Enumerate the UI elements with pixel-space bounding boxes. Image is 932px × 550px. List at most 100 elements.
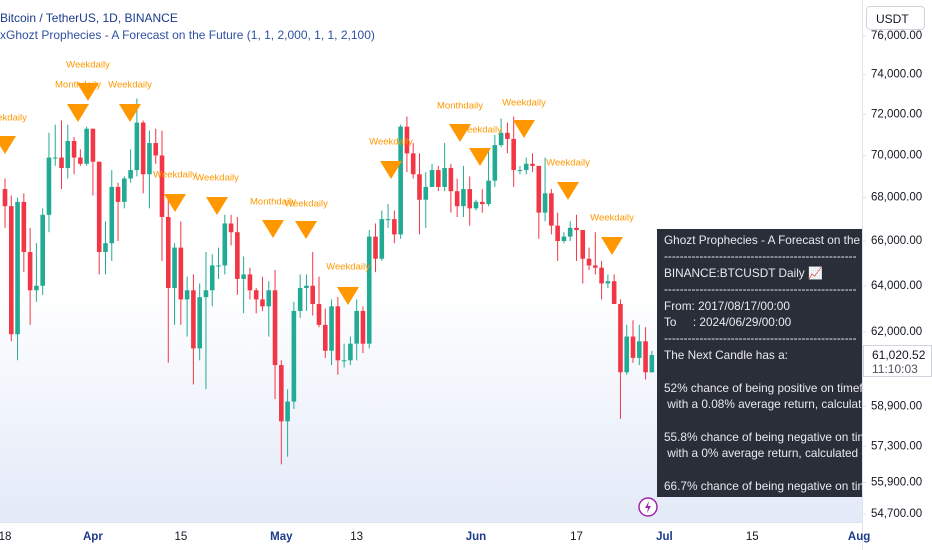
candle-body — [448, 167, 454, 192]
candle-body — [241, 274, 246, 279]
signal-marker — [262, 220, 284, 238]
panel-line: with a 0% average return, calculated o — [664, 446, 862, 461]
candle-body — [417, 174, 422, 200]
y-tick-label: 70,000.00 — [871, 149, 922, 161]
candle-body — [373, 236, 378, 259]
alert-icon[interactable] — [638, 497, 658, 517]
candle-body — [611, 281, 617, 305]
candle-body — [65, 140, 71, 168]
candle-body — [498, 132, 504, 146]
x-tick-label: 15 — [746, 531, 759, 543]
candle-body — [52, 157, 58, 159]
candle-body — [297, 288, 303, 311]
candle-body — [209, 265, 215, 291]
candle-body — [140, 122, 146, 175]
panel-line: The Next Candle has a: — [664, 347, 788, 362]
signal-marker — [119, 104, 141, 122]
candle-body — [103, 243, 108, 253]
candle-body — [15, 201, 20, 335]
signal-marker — [337, 287, 359, 305]
signal-label: Weekdaily — [153, 170, 197, 181]
candle-body — [316, 304, 322, 325]
candle-body — [147, 143, 152, 175]
candle-body — [304, 285, 309, 289]
candle-body — [574, 227, 579, 231]
candle-body — [335, 306, 341, 361]
candle-body — [310, 285, 316, 305]
signal-label: Weekdaily — [546, 158, 590, 169]
candle-body — [643, 341, 648, 373]
candle-body — [354, 310, 359, 344]
signal-marker — [513, 120, 535, 138]
signal-marker — [77, 83, 99, 101]
candle-body — [630, 336, 636, 358]
candle-body — [84, 128, 89, 164]
candle-body — [593, 265, 598, 268]
x-tick-label: 15 — [174, 531, 187, 543]
signal-marker — [557, 182, 579, 200]
last-price: 61,020.52 — [872, 348, 926, 362]
candle-body — [429, 170, 435, 187]
y-tick-label: 68,000.00 — [871, 192, 922, 204]
candle-body — [605, 281, 611, 284]
signal-marker — [449, 124, 471, 142]
candle-body — [586, 258, 592, 266]
candle-body — [618, 304, 623, 373]
candle-body — [624, 336, 630, 373]
candle-body — [398, 126, 403, 235]
panel-line: To : 2024/06/29/00:00 — [664, 315, 792, 330]
candle-body — [329, 306, 334, 351]
signal-marker — [380, 161, 402, 179]
x-tick-label: Jun — [466, 531, 486, 543]
signal-label: Weekdaily — [195, 173, 239, 184]
signal-label: Weekdaily — [502, 98, 546, 109]
candle-body — [530, 163, 535, 166]
currency-button[interactable]: USDT — [866, 6, 925, 30]
candle-body — [285, 401, 290, 422]
candle-body — [96, 161, 102, 253]
candle-body — [486, 180, 491, 205]
candle-body — [159, 155, 165, 217]
candle-body — [542, 193, 548, 213]
countdown: 11:10:03 — [872, 362, 918, 376]
y-tick-label: 72,000.00 — [871, 109, 922, 121]
candle-body — [128, 170, 133, 179]
panel-line — [664, 412, 862, 428]
panel-line: 52% chance of being positive on timefr — [664, 380, 862, 395]
x-tick-label: Jul — [656, 531, 673, 543]
signal-marker — [67, 104, 89, 122]
candle-body — [410, 153, 416, 175]
candle-body — [78, 157, 83, 164]
signal-label: Monthdaily — [55, 80, 101, 91]
candle-body — [523, 163, 529, 171]
candle-body — [423, 186, 429, 200]
candle-body — [134, 122, 140, 171]
x-tick-label: 17 — [570, 531, 583, 543]
candle-body — [228, 223, 234, 233]
candle-body — [379, 219, 385, 259]
signal-marker — [601, 237, 623, 255]
candle-body — [2, 189, 8, 207]
candle-body — [454, 191, 460, 207]
candle-body — [599, 267, 604, 284]
signal-label: Weekdaily — [458, 125, 502, 136]
signal-marker — [206, 197, 228, 215]
candle-body — [492, 145, 498, 181]
candle-body — [184, 290, 190, 300]
y-tick-label: 54,700.00 — [871, 508, 922, 520]
candle-body — [517, 170, 523, 172]
candle-body — [109, 186, 115, 244]
x-tick-label: Apr — [83, 531, 103, 543]
panel-line: with a -1.59% average return, calculate — [664, 494, 862, 497]
info-panel: Ghozt Prophecies - A Forecast on the F --… — [657, 229, 862, 497]
candle-body — [279, 365, 284, 422]
y-tick-label: 58,900.00 — [871, 400, 922, 412]
panel-line: Ghozt Prophecies - A Forecast on the F — [664, 233, 862, 247]
panel-line — [664, 363, 862, 379]
candle-body — [555, 225, 560, 241]
panel-line: ----------------------------------------… — [664, 282, 857, 297]
x-tick-label: 18 — [0, 531, 11, 543]
signal-marker — [469, 148, 491, 166]
y-tick-label: 55,900.00 — [871, 476, 922, 488]
